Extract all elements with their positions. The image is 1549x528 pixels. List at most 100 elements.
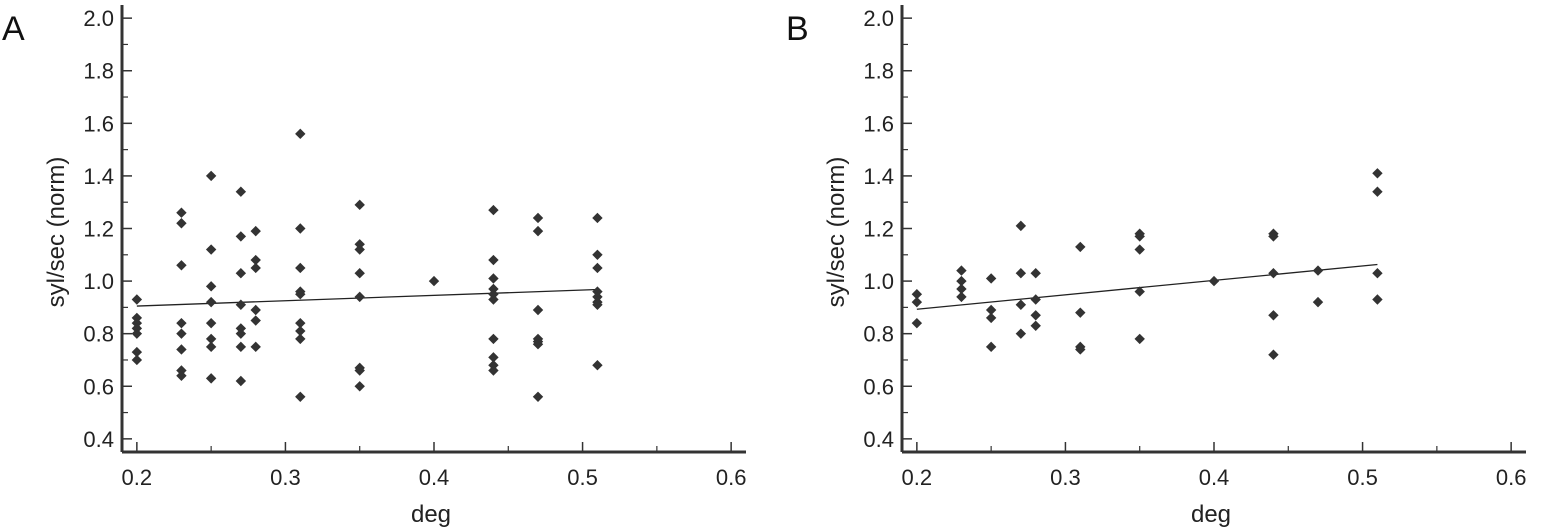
y-tick-label-b: 1.8 <box>863 59 894 84</box>
y-tick-label-a: 0.6 <box>83 374 114 399</box>
data-point-a <box>354 199 365 211</box>
data-point-b <box>911 296 923 308</box>
data-point-a <box>250 341 261 353</box>
data-point-a <box>592 299 603 310</box>
data-point-a <box>488 294 499 305</box>
data-point-a <box>176 328 187 339</box>
y-tick-label-b: 0.6 <box>863 374 894 399</box>
data-point-b <box>1208 275 1220 287</box>
y-tick-label-a: 0.4 <box>83 427 114 452</box>
data-point-a <box>354 244 365 255</box>
data-point-a <box>295 391 306 402</box>
data-point-a <box>592 249 603 260</box>
data-point-a <box>295 223 306 234</box>
data-point-a <box>354 291 365 303</box>
data-point-a <box>176 365 187 376</box>
x-tick-label-b: 0.5 <box>1347 465 1378 490</box>
data-point-a <box>205 317 217 329</box>
data-point-a <box>235 328 247 339</box>
data-point-a <box>295 317 306 329</box>
y-tick-label-a: 1.0 <box>83 269 114 294</box>
data-point-a <box>592 262 603 274</box>
data-point-a <box>532 225 544 237</box>
data-point-b <box>1030 294 1041 305</box>
data-point-a <box>235 186 247 197</box>
data-point-a <box>592 291 603 303</box>
x-tick-label-a: 0.3 <box>270 465 301 490</box>
y-tick-label-b: 1.0 <box>863 269 894 294</box>
x-tick-label-a: 0.5 <box>567 465 598 490</box>
data-point-a <box>205 281 217 292</box>
y-axis-title-a: syl/sec (norm) <box>43 157 70 308</box>
data-point-a <box>205 341 217 353</box>
data-point-b <box>1312 296 1324 308</box>
data-point-a <box>176 260 187 271</box>
data-point-a <box>131 294 143 305</box>
data-point-a <box>205 296 217 308</box>
y-tick-label-a: 1.8 <box>83 59 114 84</box>
data-point-a <box>131 323 143 334</box>
data-point-b <box>985 273 997 284</box>
data-point-a <box>488 365 499 376</box>
data-point-a <box>131 346 143 358</box>
y-tick-label-b: 0.8 <box>863 322 894 347</box>
y-tick-label-a: 1.4 <box>83 164 114 189</box>
data-point-a <box>235 375 247 387</box>
y-tick-label-a: 2.0 <box>83 6 114 31</box>
y-axis-title-b: syl/sec (norm) <box>823 157 850 308</box>
data-point-a <box>295 289 306 300</box>
data-point-b <box>956 291 967 303</box>
data-point-a <box>295 333 306 345</box>
data-point-a <box>532 338 544 350</box>
data-point-a <box>235 299 247 310</box>
data-point-a <box>131 317 143 329</box>
data-point-a <box>131 354 143 366</box>
data-point-a <box>488 204 499 216</box>
data-point-b <box>1075 307 1086 318</box>
y-tick-label-b: 2.0 <box>863 6 894 31</box>
data-point-a <box>354 239 365 250</box>
data-point-b <box>1015 220 1027 232</box>
y-tick-label-b: 0.4 <box>863 427 894 452</box>
y-tick-label-a: 0.8 <box>83 322 114 347</box>
data-point-a <box>428 275 440 287</box>
data-point-b <box>1372 168 1383 179</box>
data-point-a <box>250 262 261 274</box>
y-tick-label-a: 1.2 <box>83 217 114 242</box>
data-point-a <box>235 268 247 279</box>
data-point-a <box>131 328 143 339</box>
x-tick-label-b: 0.4 <box>1199 465 1230 490</box>
data-point-b <box>1030 268 1041 279</box>
data-point-a <box>250 315 261 326</box>
panel-label-a: A <box>2 10 25 48</box>
data-point-b <box>1268 268 1279 279</box>
data-point-b <box>1075 241 1086 253</box>
x-tick-label-b: 0.6 <box>1496 465 1527 490</box>
data-point-a <box>295 325 306 337</box>
scatter-chart-b: 0.4 0.6 0.8 1.0 1.2 1.4 1.6 1.8 2.0 0.2 0.3 0.4 0.5 0… <box>823 5 1527 528</box>
data-point-a <box>532 212 544 224</box>
data-point-b <box>1134 244 1145 255</box>
data-point-a <box>205 170 217 182</box>
data-point-a <box>488 254 499 266</box>
data-point-a <box>295 128 306 140</box>
data-point-a <box>176 344 187 355</box>
data-point-a <box>532 391 544 402</box>
x-axis-title-b: deg <box>1191 501 1231 528</box>
data-point-a <box>488 360 499 371</box>
data-point-a <box>488 352 499 363</box>
data-point-b <box>1015 268 1027 279</box>
scatter-chart-a: 0.4 0.6 0.8 1.0 1.2 1.4 1.6 1.8 2.0 0.2 0.3 0.4 0.5 0… <box>43 5 746 528</box>
data-point-a <box>295 262 306 274</box>
data-point-b <box>1030 320 1041 331</box>
data-point-b <box>956 283 967 295</box>
data-point-b <box>956 265 967 276</box>
data-point-a <box>488 283 499 295</box>
data-point-b <box>985 341 997 353</box>
data-point-b <box>1268 231 1279 242</box>
data-point-a <box>131 312 143 324</box>
data-point-a <box>354 381 365 392</box>
data-point-a <box>250 304 261 316</box>
y-tick-label-b: 1.2 <box>863 217 894 242</box>
data-point-a <box>592 286 603 297</box>
